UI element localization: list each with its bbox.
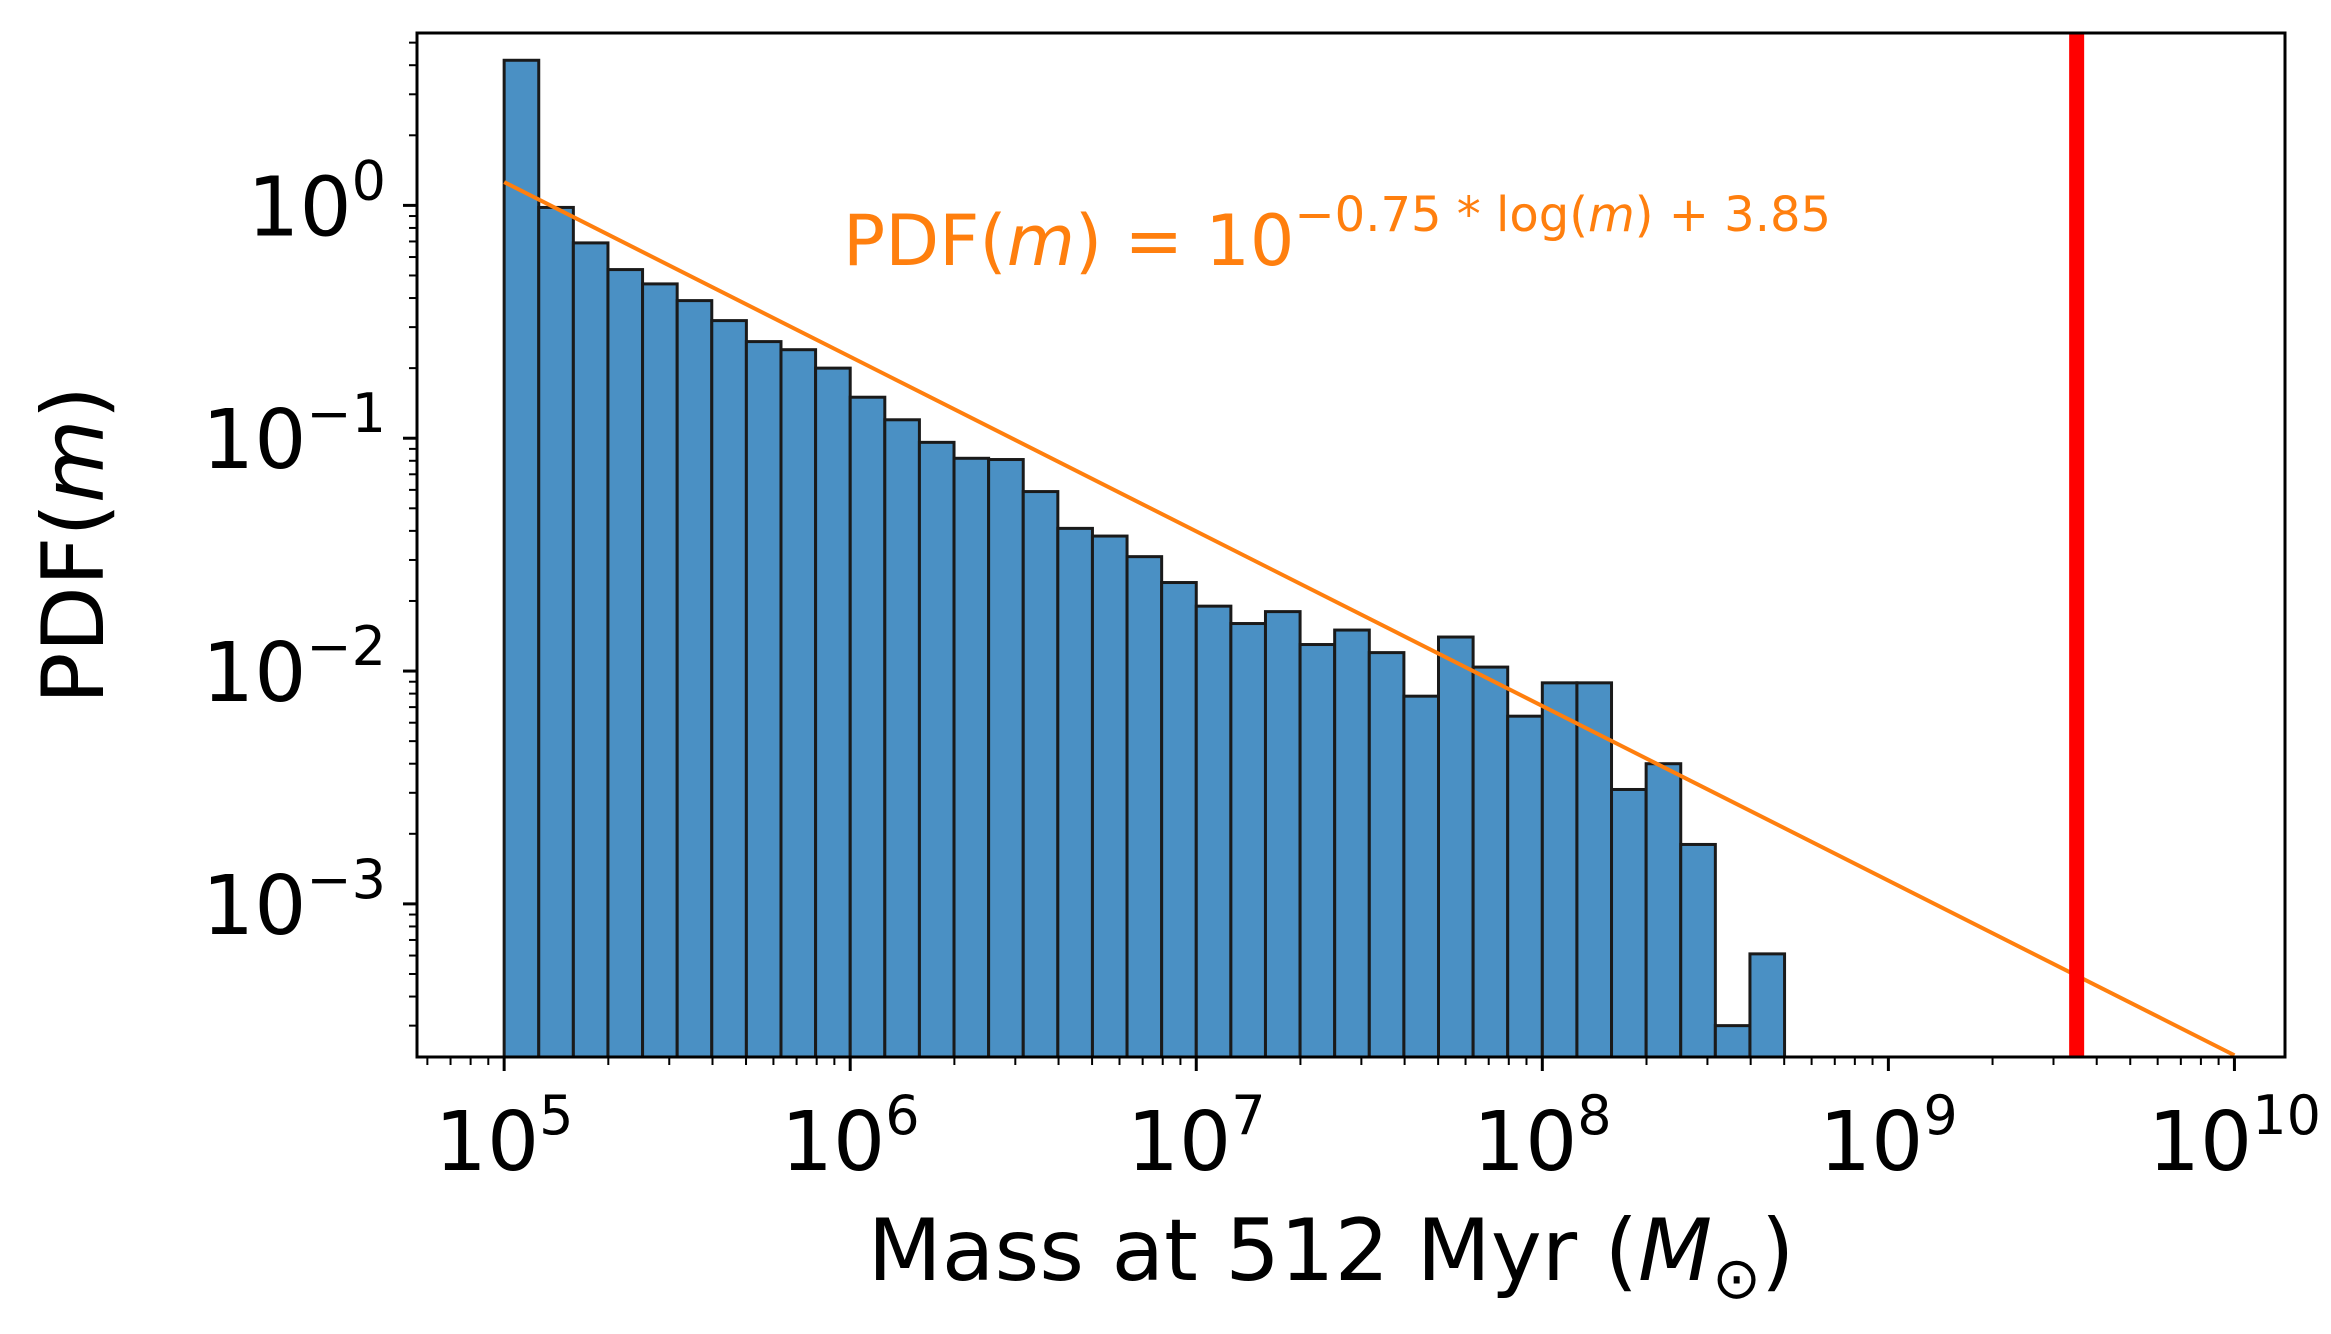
histogram-bar [1748, 952, 1787, 1057]
histogram-bar [571, 241, 610, 1057]
fit-equation: PDF(m) = 10−0.75 * log(m) + 3.85 [843, 187, 1831, 282]
x-axis-title-main: Mass at 512 Myr ( [868, 1201, 1638, 1301]
y-tick-exponent: −3 [306, 848, 386, 911]
fit-equation-exponent: −0.75 * log( [1294, 187, 1588, 243]
histogram-bar [1471, 665, 1510, 1057]
histogram-bar [1298, 643, 1337, 1057]
x-axis-title-subscript: ⊙ [1712, 1244, 1761, 1312]
histogram-bar [779, 348, 818, 1057]
x-tick-label: 108 [1473, 1084, 1612, 1190]
histogram-bar [1679, 842, 1717, 1057]
x-tick-exponent: 9 [1923, 1084, 1957, 1147]
fit-annotation-group: PDF(m) = 10−0.75 * log(m) + 3.85 [843, 187, 1831, 282]
x-tick-exponent: 5 [539, 1084, 573, 1147]
histogram-bar [1021, 490, 1060, 1057]
y-tick-label: 10−1 [202, 382, 386, 488]
y-tick-label: 10−3 [202, 848, 386, 954]
x-tick-base: 10 [435, 1095, 539, 1190]
histogram-bar [1333, 628, 1371, 1057]
x-tick-exponent: 10 [2252, 1084, 2321, 1147]
histogram-bar [1436, 635, 1475, 1057]
x-tick-exponent: 7 [1231, 1084, 1265, 1147]
histogram-bar [1194, 604, 1233, 1057]
histogram-bar [848, 395, 887, 1057]
y-tick-base: 10 [202, 393, 306, 488]
y-tick-label: 10−2 [202, 615, 386, 721]
x-tick-label: 105 [435, 1084, 574, 1190]
y-axis-title-main: PDF( [24, 503, 124, 704]
y-tick-base: 10 [247, 160, 351, 255]
x-tick-base: 10 [2148, 1095, 2252, 1190]
histogram-bar [537, 205, 575, 1057]
fit-equation-main: PDF( [843, 200, 1007, 282]
fit-equation-exponent-end: ) + 3.85 [1635, 187, 1831, 243]
histogram-bar [1644, 762, 1683, 1057]
histogram-bar [710, 319, 748, 1057]
x-axis-ticks: 105 106 107 108 109 1010 [426, 1057, 2321, 1190]
x-tick-label: 106 [781, 1084, 920, 1190]
histogram-bars [502, 58, 1787, 1057]
y-tick-exponent: −1 [306, 382, 386, 445]
x-tick-exponent: 8 [1577, 1084, 1611, 1147]
histogram-bar [1229, 622, 1267, 1057]
x-tick-base: 10 [781, 1095, 885, 1190]
histogram-bar [744, 340, 783, 1057]
fit-line [503, 180, 2236, 1057]
histogram-bar [502, 58, 541, 1057]
fit-equation-exponent-var: m [1588, 187, 1635, 243]
axis-labels: Mass at 512 Myr (M⊙)PDF(m) [24, 386, 1794, 1312]
x-tick-label: 107 [1127, 1084, 1266, 1190]
y-tick-label: 100 [247, 149, 386, 255]
histogram-bar [641, 282, 679, 1057]
histogram-bar [606, 268, 645, 1057]
x-tick-base: 10 [1127, 1095, 1231, 1190]
x-tick-exponent: 6 [885, 1084, 919, 1147]
histogram-bar [1506, 714, 1544, 1057]
histogram-bar [883, 418, 921, 1057]
histogram-bar [1090, 534, 1129, 1057]
x-axis-title-close: ) [1761, 1201, 1795, 1301]
histogram-bar [1610, 787, 1648, 1057]
histogram-bar [1402, 694, 1440, 1057]
plot-border [415, 31, 2287, 1059]
histogram-bar [814, 366, 852, 1057]
x-axis-title: Mass at 512 Myr (M⊙) [868, 1201, 1795, 1312]
histogram-bar [952, 456, 991, 1057]
x-tick-label: 1010 [2148, 1084, 2321, 1190]
histogram-bar [917, 440, 956, 1057]
histogram-bar [675, 299, 714, 1057]
y-tick-base: 10 [202, 626, 306, 721]
y-tick-base: 10 [202, 859, 306, 954]
y-axis-title-close: ) [24, 386, 124, 420]
x-axis-title-symbol: M [1638, 1201, 1712, 1301]
histogram-bar [1263, 610, 1302, 1057]
histogram-bar [1056, 526, 1094, 1057]
histogram-bar [1160, 581, 1198, 1057]
y-axis-title-var: m [24, 419, 124, 503]
x-tick-base: 10 [1819, 1095, 1923, 1190]
fit-line-group [503, 180, 2236, 1057]
histogram-bar [1125, 555, 1164, 1057]
plot-frame [415, 31, 2287, 1059]
fit-equation-var: m [1007, 200, 1075, 282]
y-tick-exponent: 0 [352, 149, 386, 212]
y-tick-exponent: −2 [306, 615, 386, 678]
fit-equation-rest: ) = 10 [1075, 200, 1295, 282]
x-tick-base: 10 [1473, 1095, 1577, 1190]
y-axis-title: PDF(m) [24, 386, 124, 704]
x-tick-label: 109 [1819, 1084, 1958, 1190]
histogram-bar [987, 458, 1025, 1057]
histogram-bar [1713, 1024, 1752, 1057]
histogram-bar [1367, 651, 1406, 1057]
histogram-bar [1540, 681, 1579, 1057]
